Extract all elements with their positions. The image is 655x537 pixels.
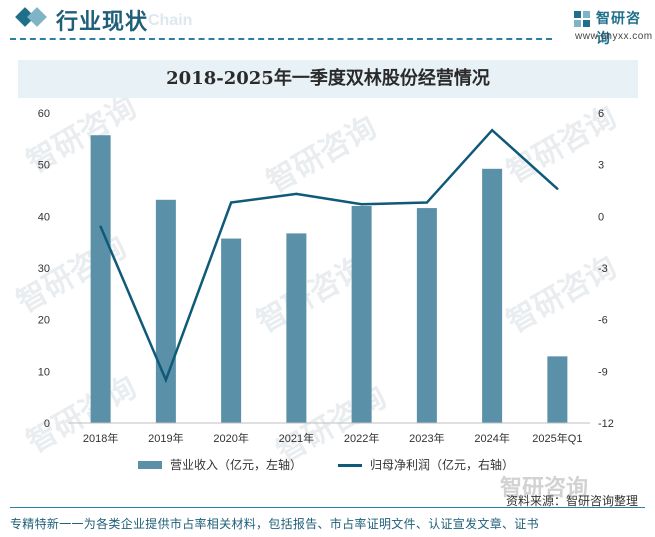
legend-line-swatch — [338, 464, 362, 467]
x-tick-label: 2021年 — [279, 431, 314, 445]
x-tick-label: 2018年 — [83, 431, 118, 445]
y-right-tick-label: 0 — [598, 211, 604, 223]
y-left-tick-label: 0 — [44, 418, 50, 430]
x-tick-label: 2024年 — [474, 431, 509, 445]
y-left-tick-label: 30 — [38, 263, 50, 275]
legend-label-revenue: 营业收入（亿元，左轴） — [170, 458, 303, 472]
chart: 0 10 20 30 40 50 60 -12 -9 -6 -3 0 3 6 2018年 2019年 2020年… — [38, 108, 614, 445]
watermark-bottom: 智研咨询 — [500, 475, 589, 500]
logo-name: 智研咨询 — [596, 10, 641, 46]
y-left-tick-label: 10 — [38, 366, 50, 378]
y-left-tick-label: 40 — [38, 211, 50, 223]
footer-text: 专精特新一一为各类企业提供市占率相关材料，包括报告、市占率证明文件、认证宣发文章… — [10, 517, 539, 531]
x-tick-label: 2019年 — [148, 431, 183, 445]
y-right-tick-label: -6 — [598, 315, 608, 327]
series-line-profit — [99, 128, 559, 384]
y-left-tick-label: 50 — [38, 160, 50, 172]
logo-url: www.chyxx.com — [575, 31, 653, 42]
bar-revenue — [482, 168, 503, 423]
point-profit — [360, 203, 363, 206]
logo-icon — [574, 11, 590, 27]
chart-title-band: 2018-2025年一季度双林股份经营情况 — [18, 60, 638, 98]
point-profit — [556, 187, 559, 190]
x-tick-label: 2022年 — [344, 431, 379, 445]
bar-revenue — [351, 206, 372, 423]
bar-revenue — [286, 233, 307, 423]
chart-title: 2018-2025年一季度双林股份经营情况 — [166, 68, 490, 89]
point-profit — [99, 225, 102, 228]
y-right-tick-label: 6 — [598, 108, 604, 120]
point-profit — [490, 129, 494, 132]
y-left-tick-label: 60 — [38, 108, 50, 120]
header: Chain 行业现状 智研咨询 www.chyxx.com — [0, 0, 655, 46]
bar-revenue — [90, 135, 111, 423]
header-subtitle: Chain — [148, 12, 193, 29]
point-profit — [425, 201, 429, 204]
header-divider — [10, 38, 552, 40]
legend-label-profit: 归母净利润（亿元，右轴） — [370, 458, 515, 472]
y-right-tick-label: 3 — [598, 160, 604, 172]
x-tick-label: 2023年 — [409, 431, 444, 445]
point-profit — [164, 378, 168, 382]
y-right-tick-label: -9 — [598, 366, 608, 378]
point-profit — [229, 201, 233, 204]
y-right-tick-label: -12 — [598, 418, 614, 430]
bar-revenue — [416, 208, 437, 423]
source-note: 资料来源：智研咨询整理 — [506, 494, 639, 508]
x-tick-label: 2020年 — [213, 431, 248, 445]
y-right-tick-label: -3 — [598, 263, 608, 275]
point-profit — [295, 192, 298, 196]
bar-revenue — [155, 199, 176, 423]
legend-bar-swatch — [138, 461, 162, 469]
y-left-tick-label: 20 — [38, 315, 50, 327]
footer-divider — [10, 507, 645, 508]
x-tick-label: 2025年Q1 — [532, 431, 582, 445]
bar-revenue — [547, 356, 568, 423]
bar-revenue — [221, 238, 242, 423]
header-title: 行业现状 — [56, 9, 149, 34]
